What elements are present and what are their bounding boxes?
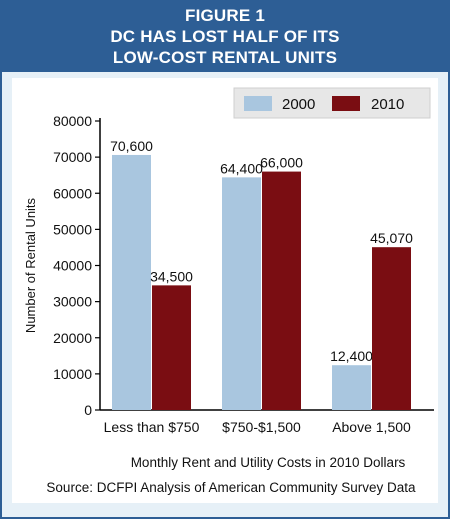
y-tick-label: 0 — [84, 402, 92, 418]
y-tick-label: 40000 — [53, 258, 92, 274]
y-tick-label: 80000 — [53, 113, 92, 129]
source-note: Source: DCFPI Analysis of American Commu… — [46, 480, 416, 495]
x-tick-label: Less than $750 — [104, 419, 200, 435]
bar-2000-2 — [332, 365, 371, 410]
x-tick-label: $750-$1,500 — [222, 419, 301, 435]
y-tick-label: 20000 — [53, 330, 92, 346]
data-label: 64,400 — [220, 160, 263, 176]
x-axis-title: Monthly Rent and Utility Costs in 2010 D… — [131, 455, 406, 470]
y-tick-label: 50000 — [53, 221, 92, 237]
bar-2000-0 — [112, 154, 151, 410]
data-label: 66,000 — [260, 155, 303, 171]
legend-label-2010: 2010 — [371, 96, 404, 113]
y-tick-label: 60000 — [53, 185, 92, 201]
legend-swatch-2010 — [332, 96, 360, 111]
bar-2010-1 — [262, 171, 301, 410]
y-tick-label: 30000 — [53, 294, 92, 310]
y-tick-label: 10000 — [53, 366, 92, 382]
data-label: 70,600 — [110, 138, 153, 154]
bar-2010-2 — [372, 247, 411, 410]
data-label: 34,500 — [150, 268, 193, 284]
figure-title-line-1: DC HAS LOST HALF OF ITS — [110, 27, 340, 46]
legend-label-2000: 2000 — [282, 96, 315, 113]
figure-title-line-2: LOW-COST RENTAL UNITS — [112, 48, 338, 67]
legend-swatch-2000 — [244, 96, 272, 111]
data-label: 45,070 — [370, 230, 413, 246]
bar-2000-1 — [222, 177, 261, 410]
y-axis-title: Number of Rental Units — [23, 197, 38, 333]
figure-label: FIGURE 1 — [184, 6, 265, 25]
figure-header: FIGURE 1 DC HAS LOST HALF OF ITS LOW-COS… — [2, 2, 448, 72]
data-label: 12,400 — [330, 348, 373, 364]
y-tick-label: 70000 — [53, 149, 92, 165]
x-tick-label: Above 1,500 — [332, 419, 411, 435]
bar-2010-0 — [152, 285, 191, 410]
